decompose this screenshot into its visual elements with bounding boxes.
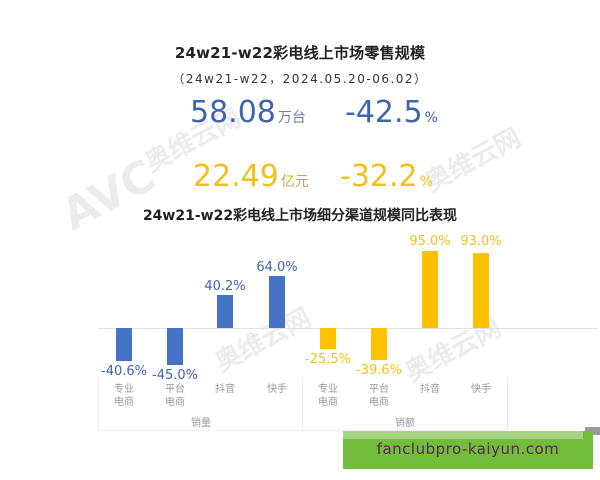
group-label-volume: 销量 xyxy=(191,418,211,429)
kpi-volume-change-unit: % xyxy=(424,110,438,126)
kpi-volume-unit: 万台 xyxy=(277,110,306,126)
bar-revenue-professional-ecommerce xyxy=(320,328,336,349)
kpi-revenue: 22.49 亿元 xyxy=(193,160,309,194)
kpi-volume-change: -42.5% xyxy=(345,96,438,130)
axis-label-revenue-douyin: 抖音 xyxy=(420,384,440,395)
axis-label-revenue-platform-ecommerce: 平台 电商 xyxy=(369,384,389,408)
chart-baseline xyxy=(98,328,598,329)
label-revenue-douyin: 95.0% xyxy=(409,234,451,249)
group-label-revenue: 销额 xyxy=(395,418,415,429)
label-volume-douyin: 40.2% xyxy=(204,279,246,294)
label-revenue-professional-ecommerce: -25.5% xyxy=(305,352,351,367)
kpi-revenue-unit: 亿元 xyxy=(280,174,309,190)
chart-bottom-border xyxy=(98,430,508,431)
watermark-avc-logo: AVC xyxy=(53,150,164,241)
bar-revenue-douyin xyxy=(422,251,438,328)
kpi-revenue-change-value: -32.2 xyxy=(340,159,418,194)
chart-right-border xyxy=(507,378,508,430)
kpi-revenue-value: 22.49 xyxy=(193,159,279,194)
axis-label-volume-douyin: 抖音 xyxy=(215,384,235,395)
kpi-volume-value: 58.08 xyxy=(190,95,276,130)
bar-volume-kuaishou xyxy=(269,276,285,328)
bar-volume-douyin xyxy=(217,295,233,328)
date-range-subtitle: （24w21-w22，2024.05.20-06.02） xyxy=(172,72,428,86)
kpi-volume-change-value: -42.5 xyxy=(345,95,423,130)
label-volume-platform-ecommerce: -45.0% xyxy=(152,368,198,383)
group-divider xyxy=(302,378,303,430)
label-revenue-kuaishou: 93.0% xyxy=(460,234,502,249)
chart-left-border xyxy=(98,378,99,430)
bar-volume-professional-ecommerce xyxy=(116,328,132,361)
axis-label-revenue-professional-ecommerce: 专业 电商 xyxy=(318,384,338,408)
kpi-volume: 58.08 万台 xyxy=(190,96,306,130)
axis-label-revenue-kuaishou: 快手 xyxy=(471,384,491,395)
site-banner-text[interactable]: fanclubpro-kaiyun.com xyxy=(376,440,560,458)
banner-highlight xyxy=(343,431,583,439)
axis-label-volume-kuaishou: 快手 xyxy=(267,384,287,395)
bar-revenue-platform-ecommerce xyxy=(371,328,387,360)
label-revenue-platform-ecommerce: -39.6% xyxy=(356,363,402,378)
bar-volume-platform-ecommerce xyxy=(167,328,183,365)
page-title: 24w21-w22彩电线上市场零售规模 xyxy=(174,44,426,62)
axis-label-volume-platform-ecommerce: 平台 电商 xyxy=(165,384,185,408)
kpi-revenue-change-unit: % xyxy=(419,174,433,190)
axis-label-volume-professional-ecommerce: 专业 电商 xyxy=(114,384,134,408)
bar-revenue-kuaishou xyxy=(473,253,489,328)
label-volume-kuaishou: 64.0% xyxy=(256,260,298,275)
label-volume-professional-ecommerce: -40.6% xyxy=(101,364,147,379)
chart-title: 24w21-w22彩电线上市场细分渠道规模同比表现 xyxy=(142,208,458,224)
kpi-revenue-change: -32.2% xyxy=(340,160,433,194)
